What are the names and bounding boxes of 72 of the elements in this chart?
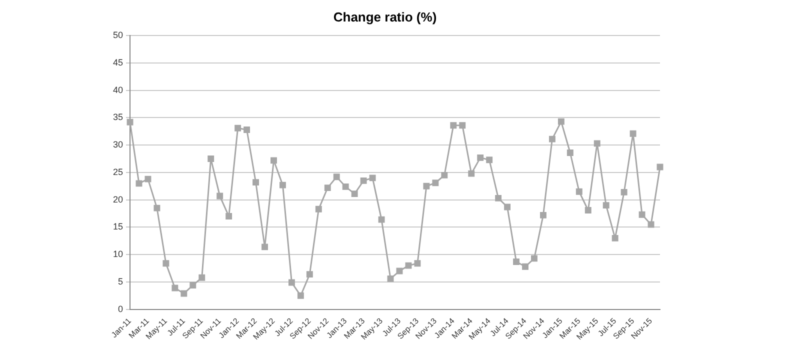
point bbox=[208, 156, 214, 162]
point bbox=[405, 262, 412, 269]
y-tick-label: 20 bbox=[112, 194, 124, 204]
y-tick-label: 10 bbox=[112, 249, 124, 260]
point bbox=[630, 130, 636, 137]
point bbox=[648, 221, 654, 228]
y-tick-label: 35 bbox=[112, 112, 124, 122]
y-tick-label: 25 bbox=[112, 166, 124, 177]
y-tick-label: 45 bbox=[112, 57, 124, 68]
point bbox=[190, 282, 196, 288]
point bbox=[315, 206, 322, 212]
point bbox=[504, 204, 511, 210]
point bbox=[342, 183, 349, 190]
y-tick-label: 5 bbox=[118, 276, 124, 286]
point bbox=[198, 274, 206, 281]
point bbox=[477, 154, 484, 161]
y-tick-label: 40 bbox=[112, 84, 124, 95]
point bbox=[602, 202, 610, 209]
point bbox=[226, 213, 232, 220]
point bbox=[540, 212, 546, 218]
point bbox=[531, 255, 538, 262]
point bbox=[414, 260, 421, 267]
y-tick-label: 0 bbox=[118, 304, 124, 314]
point bbox=[522, 263, 528, 270]
point bbox=[432, 180, 439, 186]
point bbox=[378, 216, 385, 223]
point bbox=[468, 170, 475, 177]
point bbox=[558, 118, 564, 125]
point bbox=[459, 122, 466, 129]
point bbox=[216, 192, 224, 200]
point bbox=[369, 174, 376, 182]
point bbox=[126, 118, 134, 126]
point bbox=[495, 194, 502, 202]
point bbox=[566, 150, 574, 156]
point bbox=[333, 174, 340, 180]
point bbox=[576, 188, 582, 195]
point bbox=[513, 258, 520, 265]
point bbox=[324, 184, 331, 192]
y-tick-label: 30 bbox=[112, 140, 124, 150]
point bbox=[360, 177, 367, 184]
point bbox=[638, 211, 646, 218]
point bbox=[244, 126, 250, 133]
point bbox=[450, 122, 457, 129]
point bbox=[594, 140, 600, 147]
point bbox=[423, 182, 430, 190]
point bbox=[441, 172, 448, 178]
point bbox=[620, 188, 628, 196]
point bbox=[396, 268, 403, 274]
point bbox=[262, 244, 268, 250]
point bbox=[162, 260, 170, 267]
point bbox=[252, 179, 259, 186]
y-tick-label: 15 bbox=[112, 222, 124, 232]
point bbox=[584, 207, 592, 214]
point bbox=[351, 190, 358, 198]
point bbox=[306, 271, 313, 278]
point bbox=[288, 279, 295, 286]
point bbox=[180, 290, 188, 297]
point bbox=[270, 157, 277, 164]
point bbox=[279, 182, 286, 188]
point bbox=[144, 176, 152, 182]
chart-title: Change ratio (%) bbox=[333, 9, 437, 24]
point bbox=[154, 204, 160, 212]
point bbox=[612, 234, 618, 242]
point bbox=[548, 136, 556, 142]
point bbox=[136, 180, 142, 187]
point bbox=[387, 275, 394, 282]
point bbox=[172, 284, 178, 292]
point bbox=[486, 156, 493, 164]
point bbox=[234, 124, 242, 132]
point bbox=[297, 292, 304, 299]
point bbox=[656, 164, 664, 170]
y-tick-label: 50 bbox=[112, 30, 124, 40]
